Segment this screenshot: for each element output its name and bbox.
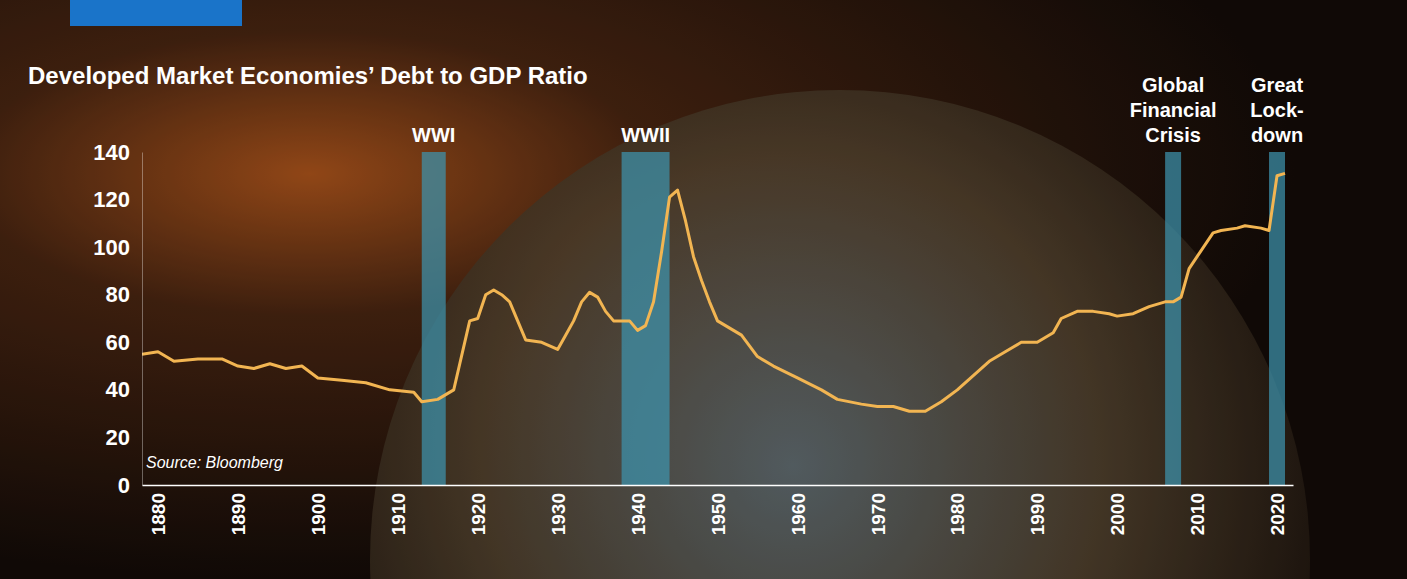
shaded-period [422,152,446,485]
x-tick-label: 1950 [708,493,729,535]
title: Developed Market Economies’ Debt to GDP … [28,62,588,89]
y-tick-label: 140 [93,140,130,165]
period-label: down [1251,124,1303,146]
x-tick: 1950 [708,485,729,535]
y-tick: 0 [118,473,142,498]
accent-bar [70,0,242,26]
y-tick-label: 40 [106,377,130,402]
x-axis: 1880 1890 1900 1910 1920 1930 1940 1950 1960 1970… [143,485,1294,535]
x-tick-label: 1910 [388,493,409,535]
period-label: Global [1142,74,1204,96]
period-label: Lock- [1250,99,1303,121]
x-tick-label: 2010 [1187,493,1208,535]
x-tick: 1920 [468,485,489,535]
y-tick: 120 [93,187,142,212]
y-axis: 0 20 40 60 80 100 120 140 [93,140,142,498]
shaded-period [622,152,670,485]
x-tick-label: 1900 [308,493,329,535]
x-tick: 2010 [1187,485,1208,535]
shaded-period [1165,152,1181,485]
x-tick: 1970 [868,485,889,535]
y-tick: 140 [93,140,142,165]
y-tick-label: 60 [106,330,130,355]
x-tick-label: 1880 [148,493,169,535]
shaded-period [1269,152,1285,485]
background-shade [0,0,1407,579]
period-label: WWII [621,124,670,146]
background [0,0,1407,579]
period-label: Crisis [1145,124,1201,146]
x-tick: 1960 [788,485,809,535]
x-tick-label: 2000 [1107,493,1128,535]
x-tick: 1980 [947,485,968,535]
y-tick: 60 [106,330,142,355]
x-tick: 1900 [308,485,329,535]
plot-area [142,152,1285,485]
period-label: Financial [1130,99,1217,121]
x-tick: 2000 [1107,485,1128,535]
x-tick-label: 1970 [868,493,889,535]
x-tick-label: 1920 [468,493,489,535]
x-tick: 2020 [1267,485,1288,535]
y-tick: 80 [106,282,142,307]
x-tick: 1930 [548,485,569,535]
x-tick-label: 1940 [628,493,649,535]
x-tick-label: 1960 [788,493,809,535]
y-tick-label: 80 [106,282,130,307]
data-line [142,173,1285,411]
x-tick: 1990 [1027,485,1048,535]
source: Source: Bloomberg [146,454,283,471]
x-axis-line [143,485,1294,487]
x-tick-label: 2020 [1267,493,1288,535]
x-tick: 1910 [388,485,409,535]
y-tick-label: 0 [118,473,130,498]
y-axis-line [142,153,143,486]
period-label: WWI [412,124,455,146]
x-tick-label: 1930 [548,493,569,535]
y-tick-label: 100 [93,235,130,260]
y-tick-label: 120 [93,187,130,212]
x-tick: 1940 [628,485,649,535]
y-tick-label: 20 [106,425,130,450]
y-tick: 100 [93,235,142,260]
x-tick-label: 1890 [228,493,249,535]
period-label: Great [1251,74,1304,96]
x-tick-label: 1990 [1027,493,1048,535]
y-tick: 40 [106,377,142,402]
y-tick: 20 [106,425,142,450]
x-tick: 1880 [148,485,169,535]
x-tick-label: 1980 [947,493,968,535]
x-tick: 1890 [228,485,249,535]
